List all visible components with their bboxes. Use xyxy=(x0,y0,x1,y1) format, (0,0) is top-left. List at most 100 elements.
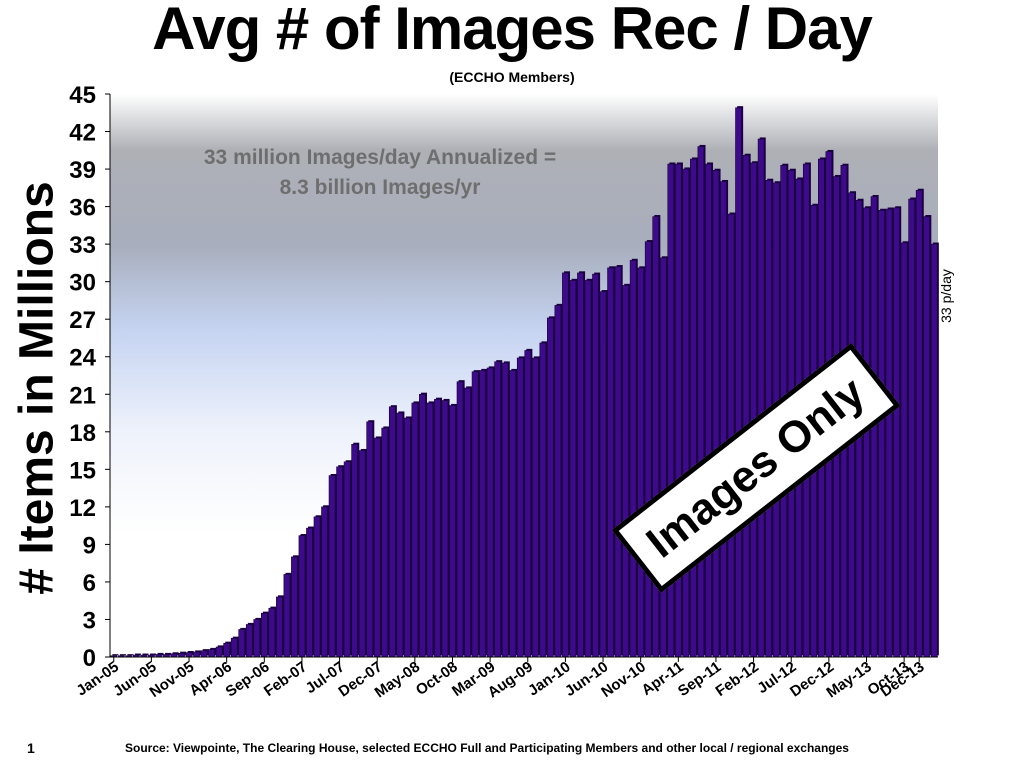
bar xyxy=(298,535,306,658)
bar xyxy=(178,652,185,658)
bar xyxy=(501,362,509,658)
bar-shadow xyxy=(127,654,134,656)
y-tick-label: 15 xyxy=(69,457,96,484)
bar xyxy=(720,181,727,658)
bar-shadow xyxy=(165,652,172,656)
bar xyxy=(321,506,328,658)
bar xyxy=(238,629,246,658)
bar xyxy=(592,273,599,658)
bar xyxy=(562,272,569,658)
slide-subtitle: (ECCHO Members) xyxy=(449,69,575,85)
bar xyxy=(569,280,577,658)
annualized-annotation: 33 million Images/day Annualized = 8.3 b… xyxy=(140,143,620,203)
slide-title: Avg # of Images Rec / Day xyxy=(152,0,873,62)
y-tick-label: 42 xyxy=(69,120,96,147)
y-tick-label: 27 xyxy=(69,307,96,334)
bar xyxy=(607,267,614,658)
bar xyxy=(915,190,923,658)
bar xyxy=(328,475,336,658)
bar xyxy=(893,207,900,658)
y-tick-label: 12 xyxy=(69,495,96,522)
bar xyxy=(419,393,426,658)
bar xyxy=(547,317,554,658)
bar xyxy=(539,342,547,658)
bar-shadow xyxy=(149,653,157,656)
bar xyxy=(245,624,253,658)
y-tick-label: 0 xyxy=(83,645,96,672)
bar xyxy=(531,357,539,658)
y-tick-label: 9 xyxy=(83,532,96,559)
bar xyxy=(554,305,562,658)
bar xyxy=(750,162,757,658)
x-tick-label: Feb-12 xyxy=(713,658,762,700)
bar xyxy=(343,461,351,658)
bar xyxy=(291,556,298,658)
page-number: 1 xyxy=(27,740,35,756)
bar xyxy=(599,291,607,658)
bar xyxy=(900,242,908,658)
bar-shadow xyxy=(142,653,149,656)
x-tick-label: Feb-07 xyxy=(261,658,310,700)
bar-shadow xyxy=(134,653,141,656)
bar xyxy=(306,527,313,658)
y-tick-label: 21 xyxy=(69,382,96,409)
bar xyxy=(705,163,712,658)
bar xyxy=(434,398,441,658)
bar xyxy=(697,146,705,658)
side-label: 33 p/day xyxy=(938,269,954,323)
bar xyxy=(215,646,223,658)
bar xyxy=(584,280,592,658)
y-tick-label: 33 xyxy=(69,232,96,259)
bar xyxy=(486,367,494,658)
source-note: Source: Viewpointe, The Clearing House, … xyxy=(125,741,849,755)
bar xyxy=(690,158,697,658)
bar xyxy=(193,651,200,658)
bar xyxy=(757,138,765,658)
bar xyxy=(366,421,374,658)
bar xyxy=(449,405,456,658)
y-tick-label: 30 xyxy=(69,270,96,297)
annotation-line-1: 33 million Images/day Annualized = xyxy=(203,146,557,169)
bar xyxy=(652,216,660,658)
x-tick-label: Sep-06 xyxy=(223,658,273,700)
bar xyxy=(742,155,750,658)
y-tick-label: 39 xyxy=(69,157,96,184)
bar xyxy=(644,241,652,658)
bar xyxy=(659,257,667,658)
bar xyxy=(637,267,644,658)
y-tick-label: 18 xyxy=(69,420,96,447)
bar xyxy=(878,210,885,658)
bar xyxy=(494,361,501,658)
y-tick-label: 45 xyxy=(69,82,96,109)
bar xyxy=(682,168,690,658)
bar xyxy=(479,370,486,658)
bar xyxy=(674,163,682,658)
bar xyxy=(208,649,215,658)
bar xyxy=(336,466,343,658)
bar xyxy=(614,266,622,658)
bar xyxy=(426,402,434,658)
bar xyxy=(524,350,532,658)
bar xyxy=(276,596,283,658)
y-tick-label: 36 xyxy=(69,195,96,222)
bar xyxy=(735,107,742,658)
bar xyxy=(629,260,637,658)
bar xyxy=(930,243,938,658)
bar xyxy=(253,619,261,658)
bar xyxy=(404,417,411,658)
bar xyxy=(441,400,449,658)
bar xyxy=(471,371,479,658)
bar xyxy=(388,406,396,658)
bar xyxy=(268,607,276,658)
bar xyxy=(396,412,404,658)
bar xyxy=(577,272,584,658)
bar xyxy=(509,370,517,658)
bar-shadow xyxy=(112,654,119,656)
bar xyxy=(923,216,931,658)
bar xyxy=(351,444,358,658)
bar xyxy=(230,637,238,658)
bar xyxy=(908,198,915,658)
bar xyxy=(313,516,321,658)
bar xyxy=(373,437,381,658)
